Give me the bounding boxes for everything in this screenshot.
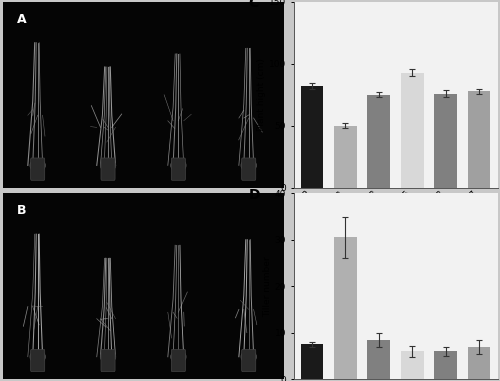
Bar — [468, 91, 490, 188]
Ellipse shape — [100, 159, 116, 172]
Y-axis label: Plant hight (cm): Plant hight (cm) — [257, 58, 266, 131]
Text: B267-5: B267-5 — [232, 195, 266, 204]
Ellipse shape — [30, 159, 46, 172]
Text: D: D — [248, 188, 260, 202]
Text: mit2: mit2 — [97, 195, 119, 204]
Bar — [368, 95, 390, 188]
FancyBboxPatch shape — [172, 158, 185, 180]
Ellipse shape — [170, 159, 186, 172]
Ellipse shape — [170, 350, 186, 363]
Bar — [401, 351, 423, 379]
Text: NP: NP — [32, 195, 44, 204]
Ellipse shape — [241, 159, 256, 172]
Bar — [300, 86, 324, 188]
Ellipse shape — [241, 350, 256, 363]
Text: B267-3: B267-3 — [162, 195, 196, 204]
Ellipse shape — [100, 350, 116, 363]
FancyBboxPatch shape — [242, 158, 256, 180]
Bar — [434, 351, 457, 379]
Bar — [434, 94, 457, 188]
Bar — [334, 126, 357, 188]
Bar — [368, 339, 390, 379]
Text: A: A — [16, 13, 26, 26]
FancyBboxPatch shape — [242, 349, 256, 371]
Y-axis label: Tiller number: Tiller number — [262, 256, 272, 317]
Bar — [468, 347, 490, 379]
Text: B: B — [16, 205, 26, 218]
FancyBboxPatch shape — [30, 158, 44, 180]
FancyBboxPatch shape — [30, 349, 44, 371]
Ellipse shape — [30, 350, 46, 363]
FancyBboxPatch shape — [101, 158, 115, 180]
Bar — [401, 72, 423, 188]
Text: C: C — [248, 0, 259, 10]
FancyBboxPatch shape — [101, 349, 115, 371]
Bar — [300, 344, 324, 379]
Bar — [334, 237, 357, 379]
FancyBboxPatch shape — [172, 349, 185, 371]
